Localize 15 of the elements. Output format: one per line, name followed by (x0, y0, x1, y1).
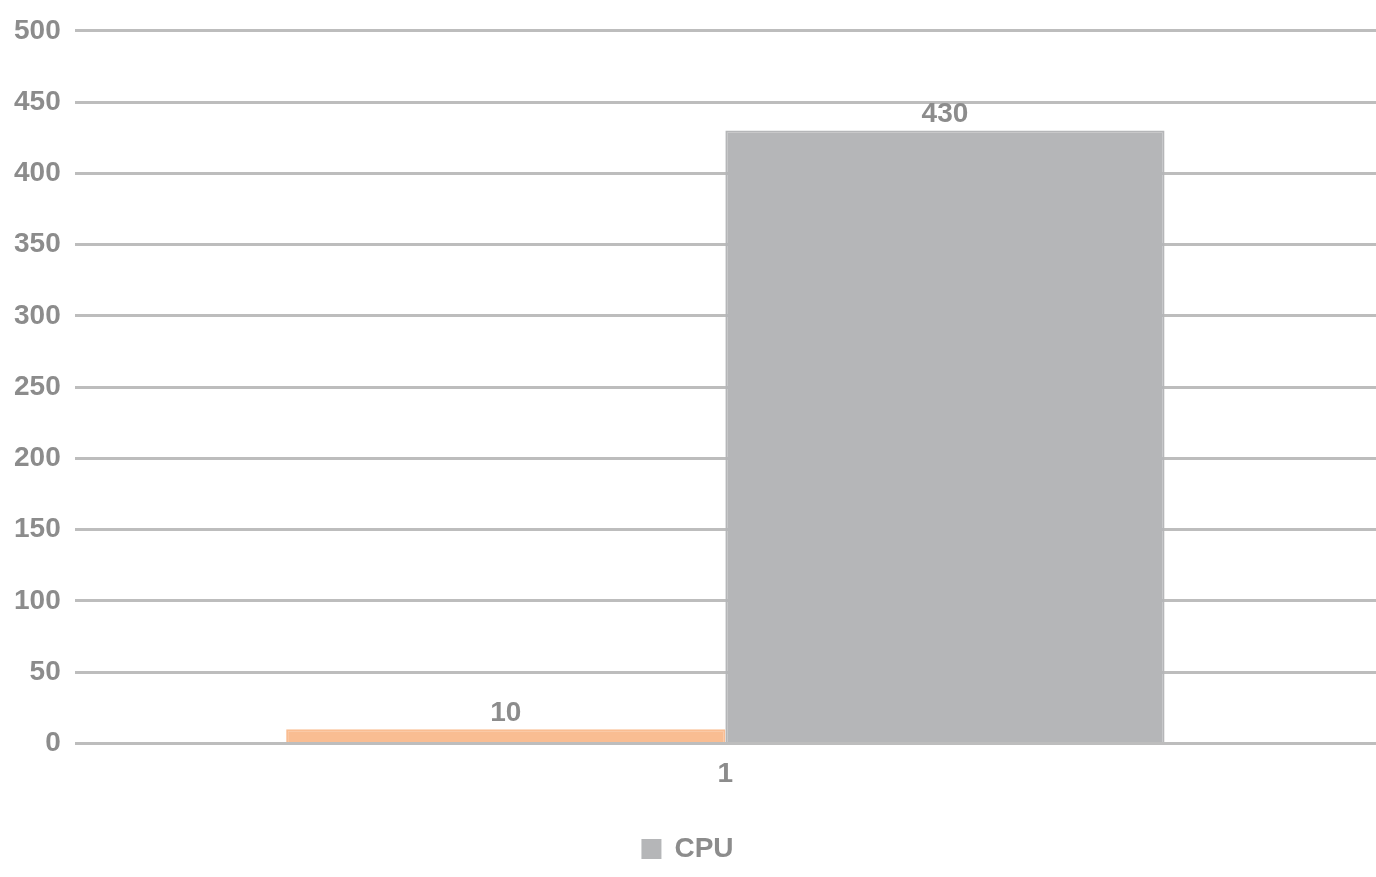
x-tick-label: 1 (717, 756, 734, 788)
y-tick-label: 150 (14, 512, 61, 544)
y-tick-label: 400 (14, 156, 61, 188)
y-tick-label: 50 (29, 654, 61, 686)
y-tick-label: 350 (14, 227, 61, 259)
y-tick-label: 500 (14, 13, 61, 45)
legend-label: CPU (674, 831, 734, 863)
data-label: 10 (490, 695, 522, 727)
y-tick-label: 100 (14, 583, 61, 615)
data-label: 430 (921, 97, 969, 129)
y-tick-label: 250 (14, 369, 61, 401)
y-tick-label: 450 (14, 84, 61, 116)
y-tick-label: 300 (14, 298, 61, 330)
y-tick-label: 0 (45, 726, 61, 758)
y-tick-label: 200 (14, 441, 61, 473)
